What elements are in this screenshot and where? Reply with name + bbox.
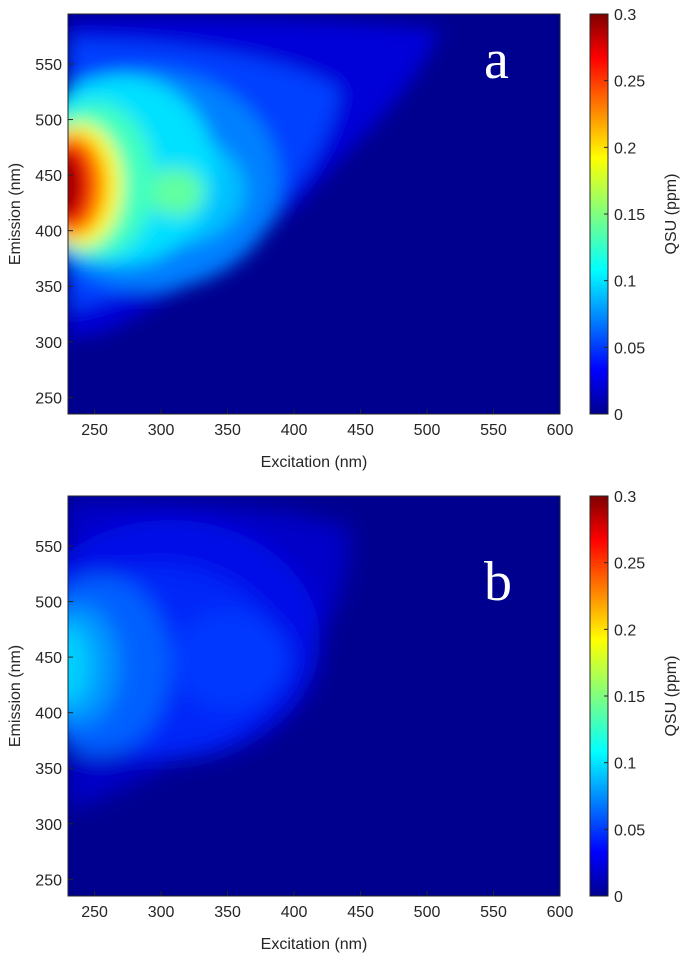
heatmap-b [68,496,560,896]
x-tick-label: 350 [214,904,241,921]
heatmap-a [68,14,560,414]
x-tick-label: 600 [547,904,574,921]
y-tick-label: 500 [35,595,62,612]
y-tick-label: 350 [35,279,62,296]
colorbar-tick-label: 0.25 [614,74,645,91]
colorbar-tick-label: 0.3 [614,7,636,24]
x-tick-label: 550 [480,422,507,439]
y-tick-label: 400 [35,706,62,723]
panel-b: b 250 300 350 400 450 500 550 600 300 350 400 450 5… [7,489,680,953]
y-tick-label: 450 [35,168,62,185]
x-axis-title-a: Excitation (nm) [261,454,368,471]
colorbar-tick-label: 0.25 [614,556,645,573]
colorbar-tick-label: 0.2 [614,622,636,639]
colorbar-tick-label: 0.3 [614,489,636,506]
x-tick-label: 450 [347,422,374,439]
y-tick-label: 350 [35,761,62,778]
x-tick-label: 300 [148,422,175,439]
x-axis-title-b: Excitation (nm) [261,936,368,953]
x-tick-label: 300 [148,904,175,921]
y-axis-title-b: Emission (nm) [7,645,24,747]
colorbar-tick-label: 0.15 [614,207,645,224]
x-tick-label: 250 [81,422,108,439]
colorbar-tick-label: 0.1 [614,756,636,773]
y-tick-label: 550 [35,539,62,556]
y-tick-label: 500 [35,113,62,130]
panel-label-a: a [484,29,509,91]
x-tick-label: 500 [414,904,441,921]
y-tick-label: 450 [35,650,62,667]
y-tick-label: 250 [35,390,62,407]
y-tick-label: 550 [35,57,62,74]
panel-a: a 250 300 350 400 450 500 550 600 300 350 400 450 5… [7,7,680,471]
x-tick-label: 350 [214,422,241,439]
x-tick-label: 250 [81,904,108,921]
colorbar-tick-label: 0.05 [614,340,645,357]
colorbar-tick-label: 0 [614,889,623,906]
y-tick-label: 250 [35,872,62,889]
colorbar-tick-label: 0.15 [614,689,645,706]
panel-label-b: b [484,551,512,613]
x-tick-label: 550 [480,904,507,921]
colorbar-title-b: QSU (ppm) [663,656,680,737]
y-tick-label: 400 [35,224,62,241]
y-tick-label: 300 [35,335,62,352]
y-tick-label: 300 [35,817,62,834]
x-tick-label: 500 [414,422,441,439]
colorbar-tick-label: 0.2 [614,140,636,157]
colorbar-tick-label: 0 [614,407,623,424]
x-tick-label: 450 [347,904,374,921]
colorbar-tick-label: 0.05 [614,822,645,839]
x-tick-label: 400 [281,422,308,439]
colorbar-title-a: QSU (ppm) [663,174,680,255]
x-tick-label: 600 [547,422,574,439]
x-tick-label: 400 [281,904,308,921]
colorbar-tick-label: 0.1 [614,274,636,291]
y-axis-title-a: Emission (nm) [7,163,24,265]
